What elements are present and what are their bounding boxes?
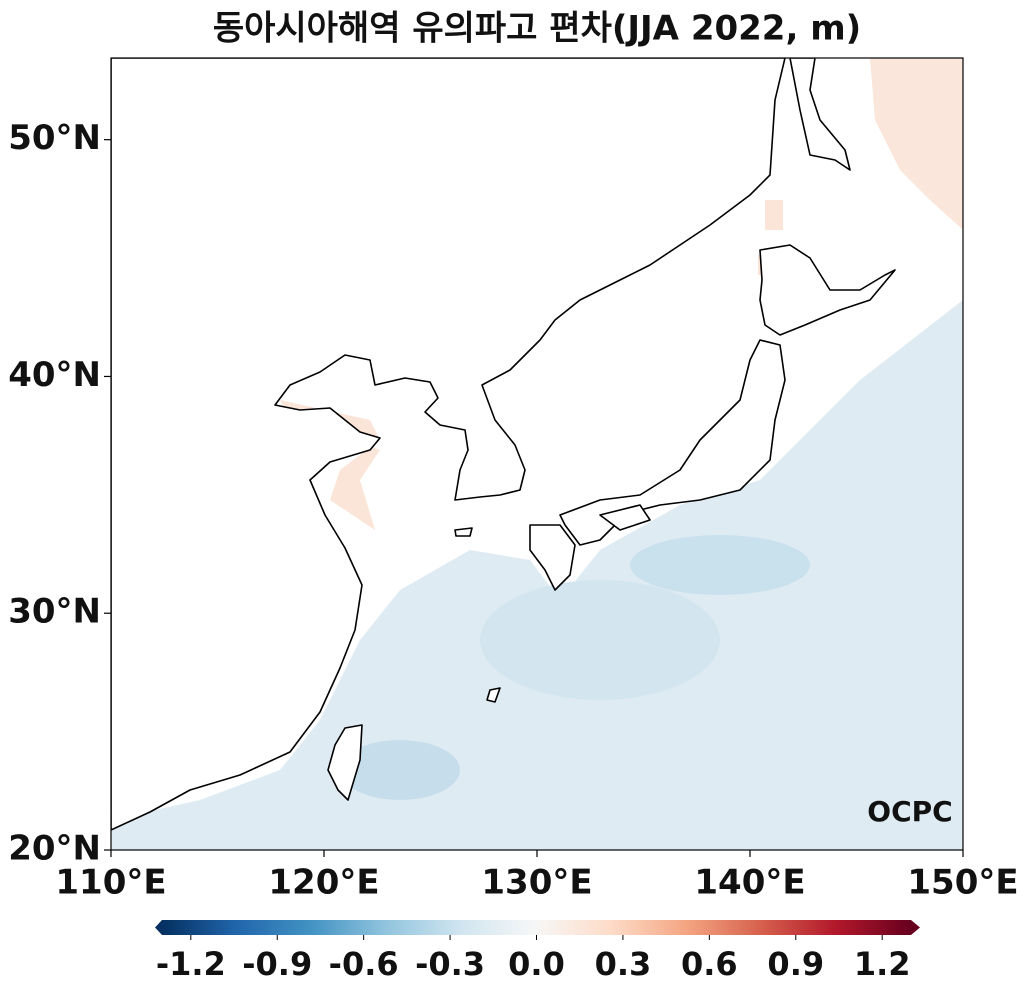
x-tick-label: 110°E [55, 863, 166, 903]
coastline [327, 724, 363, 801]
colorbar-extend [155, 920, 162, 935]
coastline [454, 527, 473, 537]
map-field [111, 58, 963, 850]
colorbar-tick-label: 0.3 [595, 945, 652, 983]
anomaly-area [480, 580, 720, 700]
x-tick-label: 140°E [694, 863, 805, 903]
anomaly-area [870, 58, 963, 230]
colorbar-bar [162, 920, 911, 935]
colorbar-tick-label: 0.9 [767, 945, 824, 983]
y-tick-label: 40°N [8, 355, 101, 395]
colorbar-tick-label: 0.0 [508, 945, 565, 983]
anomaly-area [340, 740, 460, 800]
anomaly-area [111, 300, 963, 850]
anomaly-area [765, 200, 783, 230]
colorbar-tick-label: -1.2 [156, 945, 226, 983]
coastline [599, 504, 651, 531]
logo: OCPC [867, 795, 952, 828]
colorbar-tick-label: -0.3 [415, 945, 485, 983]
coastline [529, 524, 576, 591]
anomaly-area [630, 535, 810, 595]
coastline [559, 339, 786, 546]
coastline [789, 58, 851, 171]
y-tick-label: 20°N [8, 829, 101, 869]
colorbar [155, 920, 920, 935]
colorbar-extend [911, 920, 920, 935]
x-tick-label: 150°E [907, 863, 1018, 903]
y-tick-label: 50°N [8, 118, 101, 158]
colorbar-tick-label: 0.6 [681, 945, 738, 983]
colorbar-tick-label: 1.2 [854, 945, 911, 983]
y-tick-label: 30°N [8, 592, 101, 632]
coastline [486, 687, 501, 703]
coastline [759, 244, 896, 336]
x-tick-label: 120°E [268, 863, 379, 903]
colorbar-tick-label: -0.6 [329, 945, 399, 983]
x-tick-label: 130°E [481, 863, 592, 903]
coastline [111, 58, 786, 831]
title: 동아시아해역 유의파고 편차(JJA 2022, m) [213, 9, 861, 49]
colorbar-tick-label: -0.9 [242, 945, 312, 983]
